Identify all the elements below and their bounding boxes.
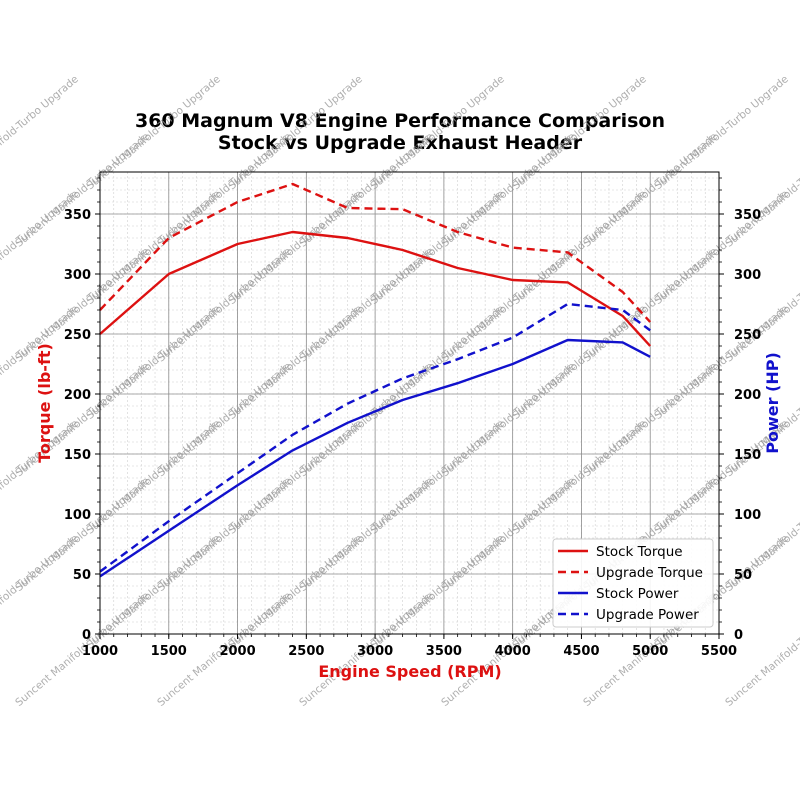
- y-right-tick-label: 200: [734, 388, 761, 403]
- y-right-tick-label: 300: [734, 268, 761, 283]
- x-tick-label: 2500: [288, 644, 324, 659]
- y-right-tick-label: 250: [734, 328, 761, 343]
- y-left-tick-label: 150: [64, 448, 91, 463]
- y-axis-left-label: Torque (lb-ft): [35, 343, 54, 463]
- chart-title-line2: Stock vs Upgrade Exhaust Header: [218, 132, 583, 154]
- axes: 1000 1500 2000 2500 3000 3500 4000 4500 5000 5500…: [64, 177, 761, 659]
- y-right-tick-label: 100: [734, 508, 761, 523]
- x-tick-label: 5000: [632, 644, 668, 659]
- legend-box: [552, 538, 714, 628]
- y-right-tick-label: 0: [734, 628, 743, 643]
- x-tick-label: 4500: [563, 644, 599, 659]
- y-left-tick-label: 200: [64, 388, 91, 403]
- legend-label: Upgrade Torque: [596, 565, 703, 581]
- x-tick-label: 1500: [151, 644, 187, 659]
- watermark-text: Suncent Manifold-Turbo Upgrade: [0, 73, 81, 192]
- legend-label: Stock Torque: [596, 544, 683, 560]
- watermark-text: Suncent Manifold-Turbo Upgrade: [0, 188, 81, 307]
- x-tick-label: 5500: [701, 644, 737, 659]
- watermark-text: Suncent Manifold-Turbo Upgrade: [0, 532, 81, 651]
- series-layer: [99, 182, 652, 578]
- y-left-tick-label: 50: [73, 568, 91, 583]
- legend-label: Stock Power: [596, 586, 679, 602]
- legend-label: Upgrade Power: [596, 607, 699, 623]
- y-right-tick-label: 50: [734, 568, 752, 583]
- y-axis-right-label: Power (HP): [763, 352, 782, 454]
- series-line-upgrade-power: [99, 302, 651, 573]
- y-left-tick-label: 300: [64, 268, 91, 283]
- y-right-tick-label: 150: [734, 448, 761, 463]
- y-left-tick-label: 350: [64, 208, 91, 223]
- chart-title-line1: 360 Magnum V8 Engine Performance Compari…: [135, 110, 665, 132]
- series-line-stock-torque: [99, 230, 652, 347]
- x-tick-label: 3000: [357, 644, 393, 659]
- y-left-tick-label: 100: [64, 508, 91, 523]
- series-line-stock-power: [99, 338, 651, 578]
- y-left-tick-label: 0: [82, 628, 91, 643]
- x-axis-label: Engine Speed (RPM): [318, 662, 501, 681]
- x-tick-label: 4000: [495, 644, 531, 659]
- x-tick-label: 1000: [82, 644, 118, 659]
- x-tick-label: 2000: [219, 644, 255, 659]
- y-left-tick-label: 250: [64, 328, 91, 343]
- plot-frame: [99, 171, 720, 635]
- x-tick-label: 3500: [426, 644, 462, 659]
- y-right-tick-label: 350: [734, 208, 761, 223]
- legend: Stock Torque Upgrade Torque Stock Power Upg…: [552, 538, 714, 628]
